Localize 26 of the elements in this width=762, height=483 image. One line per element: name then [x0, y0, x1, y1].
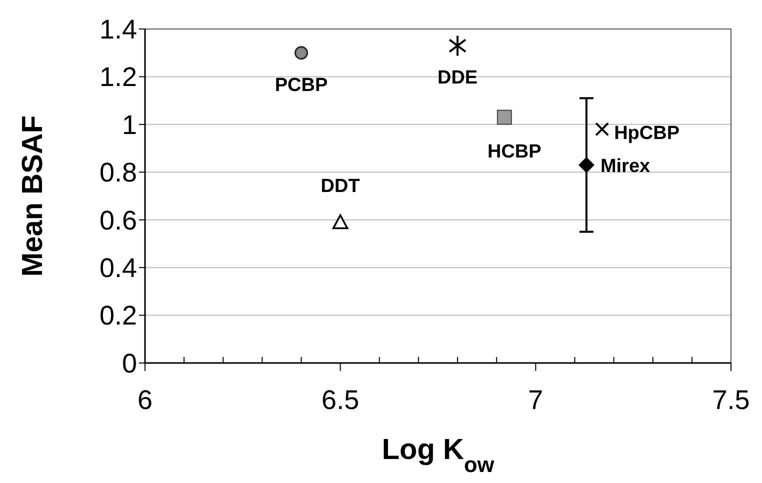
point — [332, 214, 348, 230]
point — [448, 34, 467, 57]
point — [294, 46, 308, 60]
y-tick-label: 1 — [122, 110, 137, 140]
series-label: DDE — [437, 68, 478, 89]
y-tick-label: 0 — [122, 348, 137, 378]
y-axis-title: Mean BSAF — [17, 115, 49, 277]
y-tick-label: 1.4 — [99, 14, 137, 44]
y-tick-label: 0.4 — [99, 253, 137, 284]
y-tick-label: 0.8 — [99, 158, 137, 188]
y-tick-label: 1.2 — [99, 62, 137, 92]
series-label: HpCBP — [614, 123, 680, 144]
y-tick-label: 0.6 — [99, 205, 137, 236]
x-tick-label: 7 — [528, 385, 544, 415]
point — [496, 110, 512, 125]
y-tick-label: 0.2 — [99, 300, 137, 331]
series-label: PCBP — [274, 74, 328, 96]
x-tick-label: 7.5 — [712, 385, 750, 415]
x-axis-title: Log K$_{ow}$ — [382, 434, 494, 476]
x-tick-label: 6.5 — [322, 385, 360, 415]
point — [578, 156, 594, 173]
x-tick-label: 6 — [137, 385, 153, 415]
series-label: Mirex — [600, 156, 651, 177]
series-label: HCBP — [487, 141, 542, 162]
point — [595, 122, 610, 136]
series-label: DDT — [320, 176, 360, 198]
